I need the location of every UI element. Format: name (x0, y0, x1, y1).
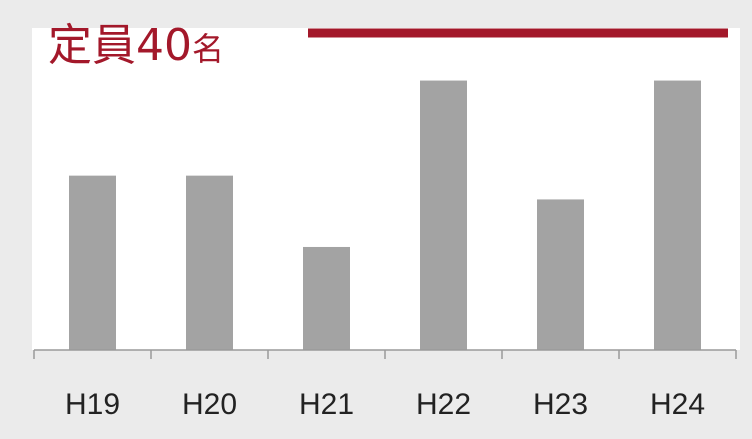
reference-line-label-main: 定員40 (48, 20, 192, 71)
x-tick-label: H20 (182, 388, 237, 421)
bar-H19 (69, 175, 116, 350)
x-tick-label: H23 (533, 388, 588, 421)
plot-area (32, 28, 740, 350)
reference-line-label: 定員40名 (48, 20, 224, 71)
x-axis-tick-labels: H19 H20 H21 H22 H23 H24 (65, 388, 705, 421)
reference-line-label-unit: 名 (192, 30, 224, 68)
x-tick-label: H24 (650, 388, 705, 421)
bar-series (69, 80, 701, 351)
bar-H20 (186, 175, 233, 350)
bar-H22 (420, 80, 467, 351)
bar-H21 (303, 246, 350, 350)
bar-H24 (654, 80, 701, 351)
x-axis-ticks (33, 350, 737, 359)
x-tick-label: H22 (416, 388, 471, 421)
bar-H23 (537, 199, 584, 350)
x-tick-label: H21 (299, 388, 354, 421)
x-tick-label: H19 (65, 388, 120, 421)
